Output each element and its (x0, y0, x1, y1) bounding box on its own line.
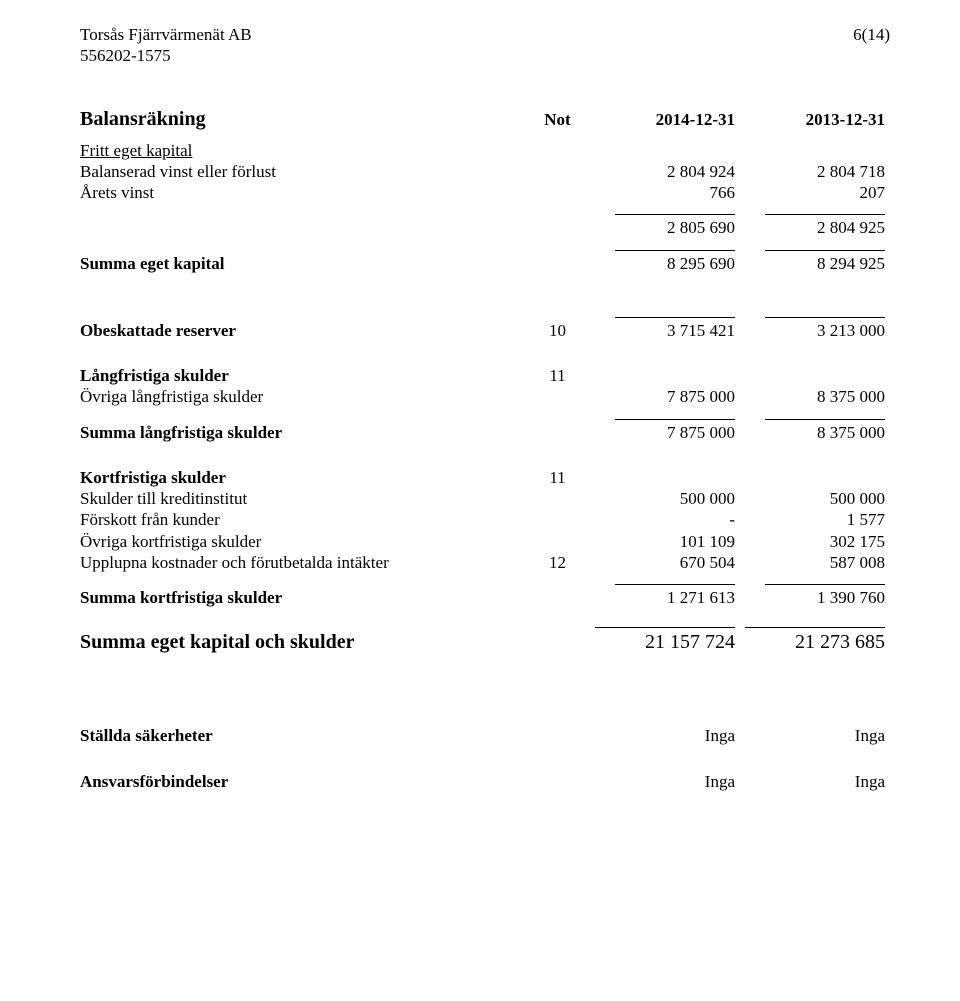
free-equity-subtotal-2013: 2 804 925 (735, 217, 885, 238)
other-short-label: Övriga kortfristiga skulder (80, 531, 530, 552)
credit-inst-2013: 500 000 (735, 488, 885, 509)
balanced-result-label: Balanserad vinst eller förlust (80, 161, 530, 182)
advance-customers-label: Förskott från kunder (80, 509, 530, 530)
balanced-result-2014: 2 804 924 (585, 161, 735, 182)
untaxed-reserves-label: Obeskattade reserver (80, 320, 530, 341)
short-term-note: 11 (530, 467, 585, 488)
column-year-2: 2013-12-31 (735, 109, 885, 130)
other-long-2013: 8 375 000 (735, 386, 885, 407)
column-note-header: Not (530, 109, 585, 130)
balanced-result-2013: 2 804 718 (735, 161, 885, 182)
credit-inst-label: Skulder till kreditinstitut (80, 488, 530, 509)
sum-long-2014: 7 875 000 (585, 422, 735, 443)
other-long-label: Övriga långfristiga skulder (80, 386, 530, 407)
accrued-note: 12 (530, 552, 585, 573)
sum-equity-2013: 8 294 925 (735, 253, 885, 274)
year-result-label: Årets vinst (80, 182, 530, 203)
accrued-label: Upplupna kostnader och förutbetalda intä… (80, 552, 530, 573)
untaxed-reserves-2013: 3 213 000 (735, 320, 885, 341)
page-header: Torsås Fjärrvärmenät AB 556202-1575 6(14… (80, 24, 890, 67)
other-long-2014: 7 875 000 (585, 386, 735, 407)
sum-equity-2014: 8 295 690 (585, 253, 735, 274)
contingent-liab-2013: Inga (735, 771, 885, 792)
sum-equity-label: Summa eget kapital (80, 253, 530, 274)
sum-short-label: Summa kortfristiga skulder (80, 587, 530, 608)
long-term-note: 11 (530, 365, 585, 386)
column-year-1: 2014-12-31 (585, 109, 735, 130)
grand-total-2014: 21 157 724 (585, 630, 735, 655)
year-result-2013: 207 (735, 182, 885, 203)
grand-total-2013: 21 273 685 (735, 630, 885, 655)
pledged-assets-2014: Inga (585, 725, 735, 746)
untaxed-reserves-2014: 3 715 421 (585, 320, 735, 341)
advance-customers-2013: 1 577 (735, 509, 885, 530)
untaxed-reserves-note: 10 (530, 320, 585, 341)
company-name: Torsås Fjärrvärmenät AB (80, 24, 252, 45)
free-equity-subtotal-2014: 2 805 690 (585, 217, 735, 238)
contingent-liab-label: Ansvarsförbindelser (80, 771, 530, 792)
short-term-header: Kortfristiga skulder (80, 467, 530, 488)
sum-short-2014: 1 271 613 (585, 587, 735, 608)
credit-inst-2014: 500 000 (585, 488, 735, 509)
sum-short-2013: 1 390 760 (735, 587, 885, 608)
balance-heading: Balansräkning (80, 107, 530, 132)
other-short-2013: 302 175 (735, 531, 885, 552)
pledged-assets-label: Ställda säkerheter (80, 725, 530, 746)
long-term-header: Långfristiga skulder (80, 365, 530, 386)
pledged-assets-2013: Inga (735, 725, 885, 746)
org-number: 556202-1575 (80, 45, 252, 66)
advance-customers-2014: - (585, 509, 735, 530)
free-equity-header: Fritt eget kapital (80, 140, 530, 161)
accrued-2014: 670 504 (585, 552, 735, 573)
accrued-2013: 587 008 (735, 552, 885, 573)
year-result-2014: 766 (585, 182, 735, 203)
page-number: 6(14) (853, 24, 890, 67)
grand-total-label: Summa eget kapital och skulder (80, 630, 530, 655)
other-short-2014: 101 109 (585, 531, 735, 552)
contingent-liab-2014: Inga (585, 771, 735, 792)
sum-long-2013: 8 375 000 (735, 422, 885, 443)
sum-long-label: Summa långfristiga skulder (80, 422, 530, 443)
